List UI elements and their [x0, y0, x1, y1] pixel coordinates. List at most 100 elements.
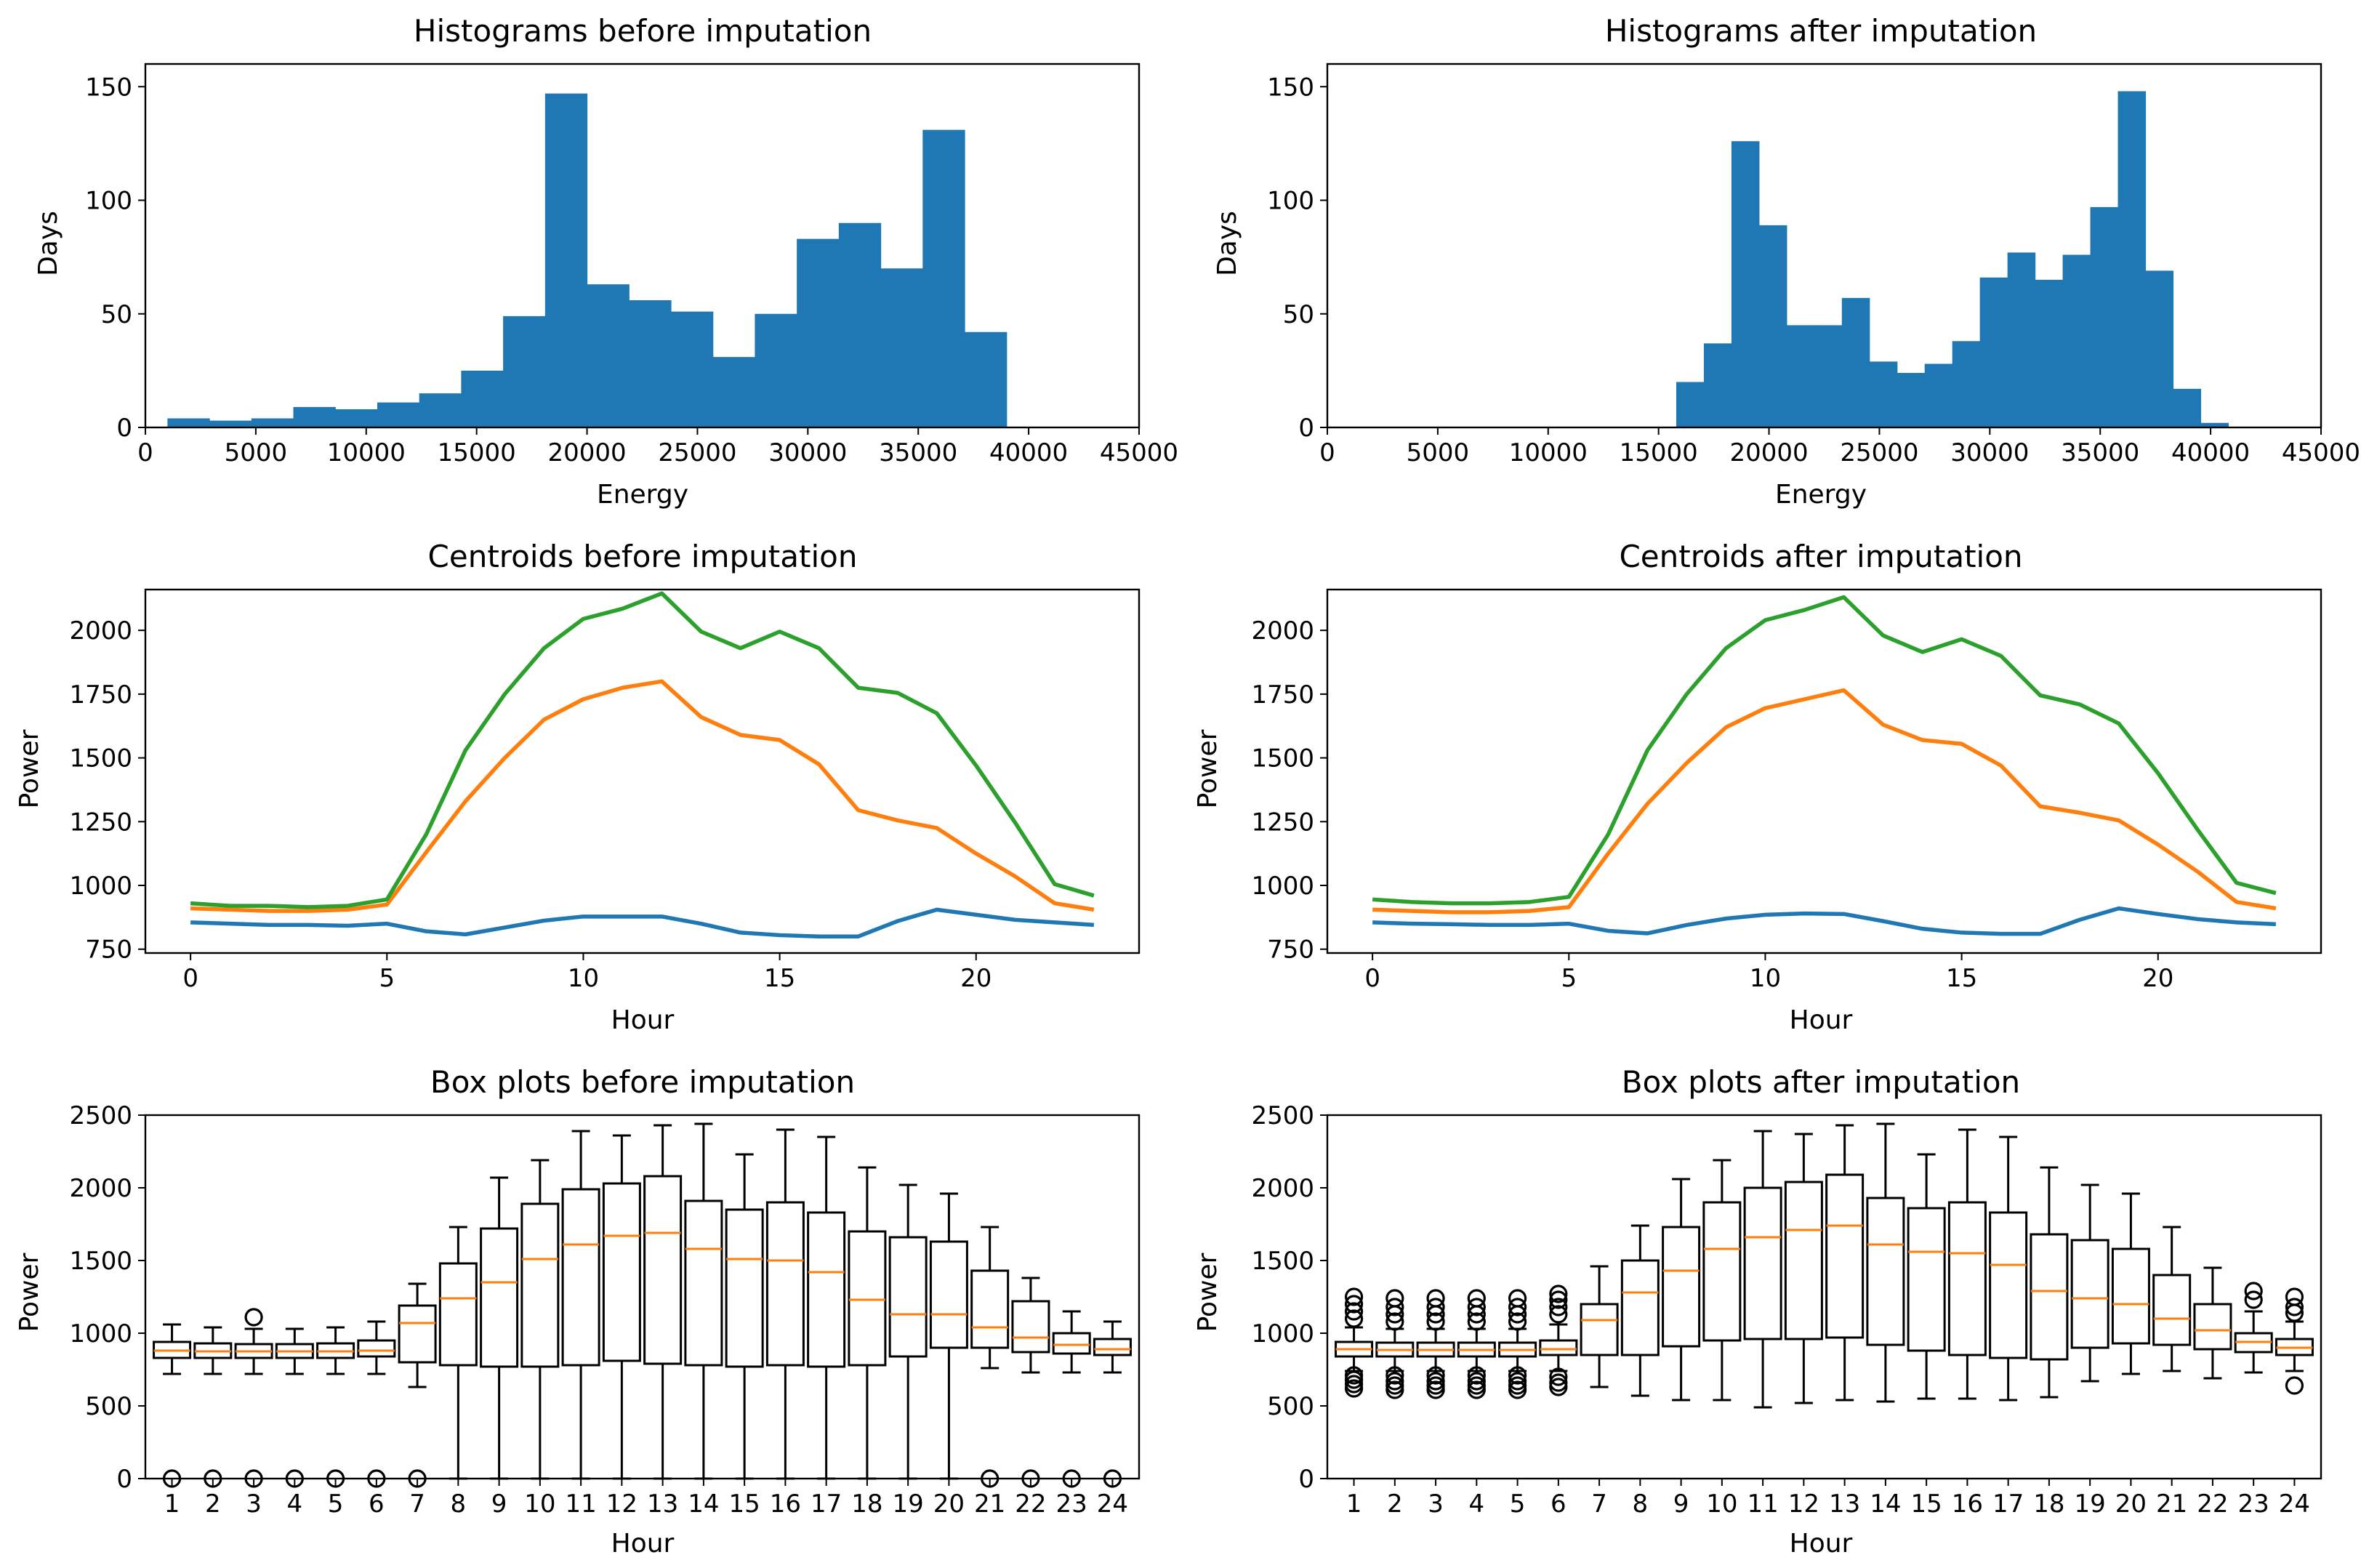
hist-bar: [503, 315, 546, 427]
hist-bar: [2117, 91, 2147, 427]
boxplot-hour-17: [1989, 1135, 2028, 1402]
box-after-ytick-label: 2500: [1251, 1101, 1314, 1130]
box-iqr: [848, 1230, 887, 1367]
box-flier: [1344, 1366, 1364, 1385]
box-flier: [2285, 1298, 2304, 1316]
box-before-xtick-label: 6: [369, 1489, 385, 1519]
box-after-xtick-label: 6: [1551, 1489, 1566, 1519]
hist-bar: [2090, 206, 2119, 427]
boxplot-hour-5: [1498, 1289, 1537, 1399]
box-after-xtick-label: 7: [1591, 1489, 1607, 1519]
box-before-plot: 1 2 3 4 5 6 7 8 9 10 11 12 13 14 15 16 17 18 19 20 21 22 23 240…: [69, 1101, 1141, 1519]
box-flier: [1426, 1312, 1445, 1331]
hist-before-panel: Histograms before imputation Energy Days…: [33, 13, 1178, 510]
hist-after-xtick-label: 40000: [2171, 438, 2250, 467]
centroids-before-xtick-label: 20: [960, 964, 992, 993]
hist-after-xlabel: Energy: [1775, 480, 1867, 510]
box-before-ytick-label: 0: [116, 1465, 132, 1494]
box-flier: [1426, 1372, 1445, 1391]
hist-before-xtick-label: 35000: [879, 438, 957, 467]
box-after-frame: [1326, 1114, 2322, 1480]
hist-bar: [797, 238, 840, 427]
box-iqr: [1743, 1186, 1782, 1340]
box-flier: [1467, 1289, 1486, 1308]
centroids-before-xtick-label: 15: [764, 964, 795, 993]
box-after-xtick-label: 15: [1911, 1489, 1942, 1519]
centroid-line-cluster-1: [190, 679, 1095, 913]
box-flier: [1549, 1373, 1568, 1392]
hist-bar: [629, 300, 672, 427]
box-before-xtick-label: 17: [811, 1489, 842, 1519]
box-before-ytick-label: 2000: [69, 1174, 132, 1203]
boxplot-hour-20: [929, 1192, 968, 1480]
box-flier: [2244, 1290, 2263, 1309]
box-flier: [1344, 1309, 1364, 1328]
centroids-before-title: Centroids before imputation: [428, 539, 858, 574]
box-after-xlabel: Hour: [1790, 1529, 1853, 1559]
box-flier: [1467, 1298, 1486, 1316]
centroids-before-ylabel: Power: [15, 729, 44, 808]
boxplot-hour-17: [807, 1135, 846, 1480]
boxplot-hour-18: [2030, 1166, 2069, 1399]
box-iqr: [970, 1269, 1010, 1349]
hist-after-xtick-label: 25000: [1840, 438, 1918, 467]
box-flier: [1344, 1302, 1364, 1321]
box-after-xtick-label: 17: [1992, 1489, 2024, 1519]
box-before-xtick-label: 24: [1097, 1489, 1128, 1519]
centroids-after-xtick-label: 20: [2142, 964, 2173, 993]
boxplot-hour-10: [1702, 1159, 1742, 1402]
boxplot-hour-3: [234, 1308, 273, 1488]
boxplot-hour-15: [1907, 1153, 1946, 1400]
box-before-xtick-label: 10: [524, 1489, 555, 1519]
box-before-xtick-label: 2: [205, 1489, 221, 1519]
box-before-xtick-label: 20: [933, 1489, 965, 1519]
hist-before-ylabel: Days: [33, 211, 63, 276]
boxplot-hour-1: [153, 1323, 192, 1488]
box-flier: [2244, 1282, 2263, 1300]
box-flier: [1426, 1289, 1445, 1308]
box-flier: [1508, 1366, 1527, 1385]
box-after-xtick-label: 5: [1510, 1489, 1526, 1519]
hist-after-frame: [1326, 63, 2322, 429]
box-flier: [1385, 1289, 1404, 1308]
centroids-before-panel: Centroids before imputation Hour Power 0…: [15, 539, 1141, 1035]
centroids-after-panel: Centroids after imputation Hour Power 0 5…: [1193, 539, 2322, 1035]
box-flier: [1549, 1298, 1568, 1316]
boxplot-hour-9: [1662, 1178, 1701, 1402]
boxplot-hour-12: [602, 1134, 641, 1480]
hist-before-xtick-label: 30000: [768, 438, 847, 467]
box-before-xtick-label: 4: [287, 1489, 303, 1519]
hist-bar: [1703, 343, 1732, 427]
hist-bar: [2035, 279, 2064, 427]
hist-bar: [755, 313, 797, 427]
centroids-after-ytick-label: 750: [1267, 936, 1314, 965]
box-iqr: [1662, 1226, 1701, 1348]
centroids-after-ytick-label: 1500: [1251, 744, 1314, 773]
hist-before-ytick-label: 100: [85, 187, 132, 216]
box-iqr: [2111, 1247, 2150, 1345]
box-flier: [1508, 1372, 1527, 1391]
box-iqr: [480, 1227, 519, 1368]
box-flier: [1344, 1287, 1364, 1306]
centroids-before-xtick-label: 0: [182, 964, 198, 993]
box-flier: [1385, 1372, 1404, 1391]
boxplot-hour-7: [398, 1282, 437, 1488]
hist-before-ytick-label: 150: [85, 73, 132, 102]
hist-after-xtick-label: 15000: [1620, 438, 1698, 467]
centroids-after-xtick-label: 0: [1364, 964, 1380, 993]
hist-after-xtick-label: 10000: [1509, 438, 1588, 467]
hist-after-xtick-label: 30000: [1950, 438, 2029, 467]
hist-after-xtick-label: 20000: [1729, 438, 1808, 467]
hist-bar: [965, 331, 1007, 427]
box-after-xtick-label: 12: [1788, 1489, 1819, 1519]
box-iqr: [888, 1236, 928, 1358]
box-after-ytick-label: 2000: [1251, 1174, 1314, 1203]
box-after-xtick-label: 10: [1706, 1489, 1737, 1519]
box-after-title: Box plots after imputation: [1622, 1064, 2020, 1100]
box-iqr: [1539, 1339, 1578, 1356]
centroid-line-cluster-0: [1372, 906, 2276, 936]
box-before-ytick-label: 500: [85, 1392, 132, 1421]
centroids-before-ytick-label: 1250: [69, 808, 132, 837]
box-before-title: Box plots before imputation: [430, 1064, 855, 1100]
